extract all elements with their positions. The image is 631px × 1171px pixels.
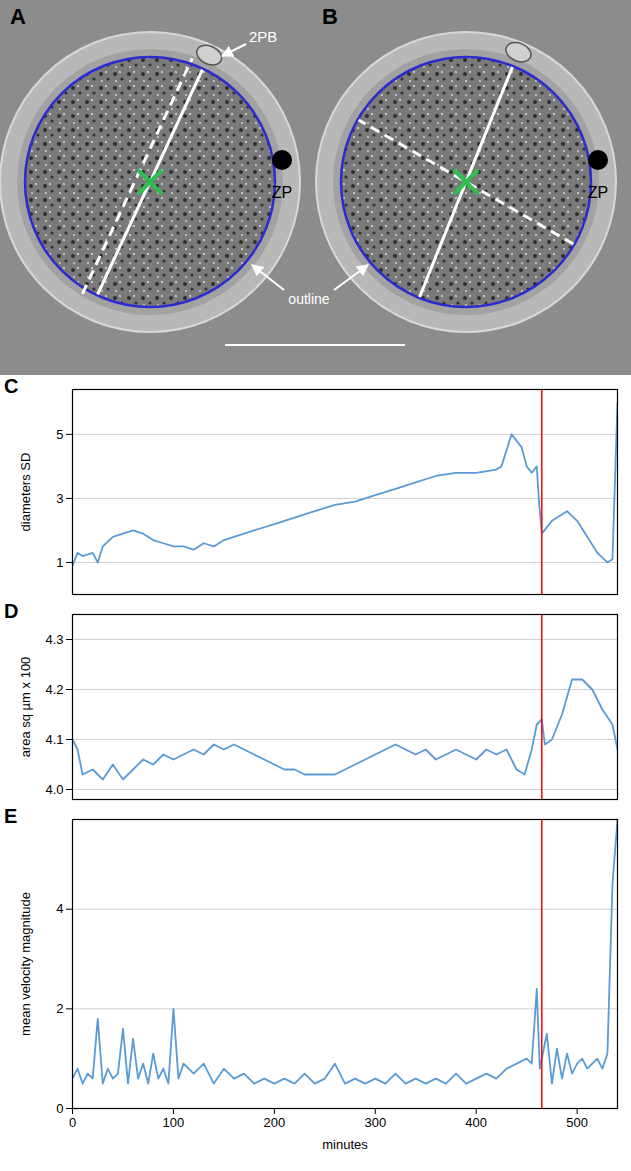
svg-text:400: 400 <box>465 1115 487 1130</box>
svg-text:4.3: 4.3 <box>45 632 63 647</box>
svg-text:4.2: 4.2 <box>45 682 63 697</box>
svg-text:2PB: 2PB <box>249 28 277 45</box>
svg-text:ZP: ZP <box>588 184 608 201</box>
svg-text:200: 200 <box>264 1115 286 1130</box>
svg-text:minutes: minutes <box>322 1137 368 1152</box>
svg-text:4: 4 <box>56 901 63 916</box>
svg-text:3: 3 <box>56 491 63 506</box>
svg-text:area sq µm x 100: area sq µm x 100 <box>18 657 33 758</box>
svg-text:outline: outline <box>288 291 329 307</box>
svg-text:mean velocity magnitude: mean velocity magnitude <box>18 892 33 1036</box>
svg-text:4.1: 4.1 <box>45 732 63 747</box>
svg-text:4.0: 4.0 <box>45 782 63 797</box>
svg-text:A: A <box>10 4 26 29</box>
svg-text:diameters SD: diameters SD <box>18 453 33 532</box>
svg-text:100: 100 <box>163 1115 185 1130</box>
svg-text:5: 5 <box>56 427 63 442</box>
html-text:D: D <box>4 600 19 622</box>
svg-text:0: 0 <box>69 1115 76 1130</box>
svg-text:500: 500 <box>566 1115 588 1130</box>
html-text:C: C <box>4 375 19 397</box>
svg-text:0: 0 <box>56 1101 63 1116</box>
svg-text:ZP: ZP <box>272 184 292 201</box>
svg-text:300: 300 <box>364 1115 386 1130</box>
html-text:E: E <box>4 805 18 827</box>
svg-text:2: 2 <box>56 1001 63 1016</box>
svg-text:1: 1 <box>56 555 63 570</box>
svg-text:B: B <box>322 4 338 29</box>
